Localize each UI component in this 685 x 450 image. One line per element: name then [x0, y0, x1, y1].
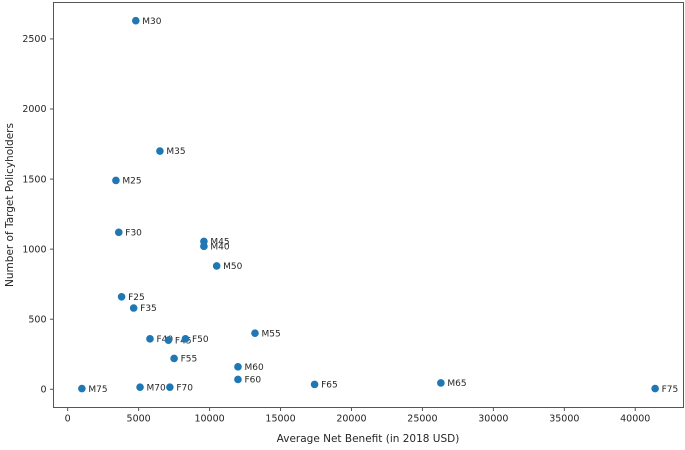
x-tick-label: 25000	[407, 414, 437, 425]
point-label-M30: M30	[142, 17, 161, 27]
x-tick-label: 5000	[127, 414, 151, 425]
point-label-F60: F60	[244, 376, 261, 386]
data-point-F60	[234, 375, 242, 384]
data-point-M30	[131, 16, 140, 25]
data-point-M65	[437, 379, 445, 387]
data-point-M45	[200, 237, 208, 246]
point-label-F75: F75	[662, 385, 679, 395]
point-label-M70: M70	[147, 383, 166, 393]
x-tick-label: 10000	[194, 414, 224, 425]
y-tick-label: 1000	[22, 244, 46, 255]
point-label-M60: M60	[244, 363, 263, 373]
x-tick-label: 20000	[336, 414, 366, 425]
y-tick-label: 500	[28, 314, 46, 325]
x-tick-label: 15000	[265, 414, 295, 425]
y-axis-label: Number of Target Policyholders	[4, 123, 16, 287]
point-label-M45: M45	[210, 238, 229, 248]
data-point-F65	[310, 380, 319, 389]
data-point-F35	[129, 304, 138, 312]
x-tick-label: 40000	[620, 414, 650, 425]
data-point-M55	[251, 329, 259, 338]
data-point-M75	[78, 384, 86, 393]
point-label-M25: M25	[122, 177, 141, 187]
point-label-F25: F25	[128, 293, 145, 303]
data-point-F40	[146, 335, 154, 343]
point-label-F35: F35	[140, 304, 157, 314]
point-label-M75: M75	[88, 385, 107, 395]
point-label-M55: M55	[261, 329, 280, 339]
data-point-F45	[164, 336, 173, 345]
point-label-F30: F30	[125, 229, 142, 239]
x-tick-label: 30000	[478, 414, 508, 425]
data-point-F70	[166, 383, 174, 391]
point-label-M40: M40	[210, 243, 229, 253]
data-point-M60	[234, 363, 242, 371]
data-point-M25	[112, 176, 120, 185]
y-tick-label: 0	[40, 384, 46, 395]
y-tick-label: 2000	[22, 104, 46, 115]
point-label-M65: M65	[447, 379, 466, 389]
point-label-F65: F65	[321, 381, 338, 391]
data-point-M50	[212, 262, 221, 270]
point-label-M50: M50	[223, 262, 242, 272]
x-axis-label: Average Net Benefit (in 2018 USD)	[276, 433, 460, 445]
y-tick-label: 2500	[22, 34, 46, 45]
data-point-M70	[136, 383, 144, 391]
point-label-F70: F70	[176, 383, 193, 393]
data-point-M35	[156, 147, 164, 155]
data-point-F25	[117, 292, 126, 301]
point-label-F50: F50	[192, 335, 209, 345]
data-point-F55	[170, 354, 178, 363]
x-tick-label: 35000	[549, 414, 579, 425]
point-label-M35: M35	[166, 147, 185, 157]
data-point-F75	[651, 384, 659, 393]
plot-border	[53, 2, 684, 408]
data-point-F50	[181, 335, 190, 343]
x-tick-label: 0	[65, 414, 71, 425]
point-label-F55: F55	[181, 355, 198, 365]
data-point-F30	[114, 228, 123, 237]
y-tick-label: 1500	[22, 174, 46, 185]
